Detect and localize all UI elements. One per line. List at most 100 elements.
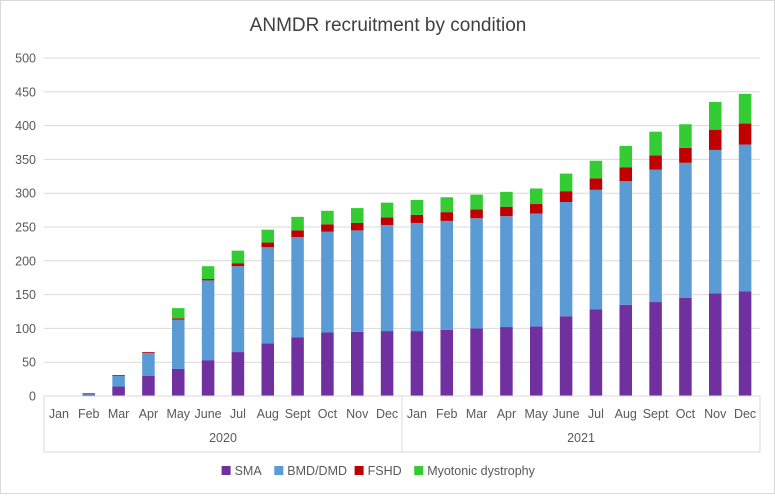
bar-bmd-dmd xyxy=(350,230,364,332)
bar-myotonic-dystrophy xyxy=(619,145,633,168)
bar-myotonic-dystrophy xyxy=(410,199,424,215)
x-tick-label: May xyxy=(524,407,548,421)
legend-label: SMA xyxy=(235,464,263,478)
x-tick-label: Mar xyxy=(108,407,130,421)
x-group-label: 2021 xyxy=(567,431,595,445)
bar-fshd xyxy=(738,123,752,145)
x-tick-label: June xyxy=(195,407,222,421)
bar-fshd xyxy=(410,214,424,223)
y-tick-label: 0 xyxy=(29,390,36,404)
bar-fshd xyxy=(470,209,483,219)
bar-fshd xyxy=(649,155,662,170)
x-tick-label: Apr xyxy=(497,407,516,421)
bar-sma xyxy=(708,293,722,396)
bar-bmd-dmd xyxy=(380,224,394,332)
legend-swatch xyxy=(414,466,424,475)
y-tick-label: 450 xyxy=(15,85,36,99)
x-tick-label: Dec xyxy=(376,407,398,421)
y-tick-label: 350 xyxy=(15,153,36,167)
bar-fshd xyxy=(500,206,513,217)
y-tick-label: 400 xyxy=(15,119,36,133)
legend-label: Myotonic dystrophy xyxy=(427,464,535,478)
bar-sma xyxy=(142,375,155,396)
legend: SMA BMD/DMD FSHD Myotonic dystrophy xyxy=(221,464,536,478)
bar-myotonic-dystrophy xyxy=(231,250,245,264)
bar-fshd xyxy=(529,204,543,214)
x-tick-label: Aug xyxy=(257,407,279,421)
y-tick-label: 50 xyxy=(22,356,36,370)
bar-myotonic-dystrophy xyxy=(171,308,185,319)
bar-fshd xyxy=(82,393,96,395)
bar-sma xyxy=(619,304,633,396)
bar-bmd-dmd xyxy=(619,181,633,305)
x-tick-label: Feb xyxy=(436,407,458,421)
bar-fshd xyxy=(589,178,603,190)
bar-bmd-dmd xyxy=(679,162,692,298)
bar-fshd xyxy=(380,217,394,225)
bar-sma xyxy=(112,386,125,396)
bar-myotonic-dystrophy xyxy=(738,93,752,124)
bar-myotonic-dystrophy xyxy=(559,173,573,192)
x-tick-label: Jul xyxy=(588,407,604,421)
bar-fshd xyxy=(350,222,364,231)
bar-myotonic-dystrophy xyxy=(649,131,662,156)
bar-fshd xyxy=(231,263,245,267)
bar-sma xyxy=(291,337,304,396)
x-tick-label: Sept xyxy=(285,407,311,421)
x-axis: Jan Feb Mar Apr May June Jul Aug Sept Oct Nov Dec Ja… xyxy=(43,395,761,453)
bar-sma xyxy=(231,352,245,396)
bar-myotonic-dystrophy xyxy=(500,191,513,207)
bar-bmd-dmd xyxy=(500,216,513,328)
bar-bmd-dmd xyxy=(440,220,454,330)
bar-fshd xyxy=(201,279,215,281)
y-tick-label: 100 xyxy=(15,322,36,336)
bar-bmd-dmd xyxy=(201,280,215,361)
bar-sma xyxy=(559,316,573,396)
x-tick-label: Oct xyxy=(318,407,338,421)
legend-swatch xyxy=(274,466,284,475)
bar-fshd xyxy=(708,129,722,150)
y-tick-label: 200 xyxy=(15,254,36,268)
bar-sma xyxy=(738,291,752,396)
bar-fshd xyxy=(619,167,633,182)
bar-sma xyxy=(589,309,603,396)
bar-bmd-dmd xyxy=(112,375,125,387)
bar-myotonic-dystrophy xyxy=(350,208,364,223)
bars xyxy=(82,93,752,396)
bar-sma xyxy=(529,326,543,396)
bar-bmd-dmd xyxy=(82,393,96,395)
bar-fshd xyxy=(679,147,692,163)
bar-sma xyxy=(171,368,185,396)
bar-fshd xyxy=(112,375,125,376)
legend-swatch xyxy=(221,466,231,475)
bar-sma xyxy=(470,328,483,396)
bar-fshd xyxy=(171,318,185,320)
bar-sma xyxy=(679,297,692,396)
bar-fshd xyxy=(559,191,573,202)
bar-myotonic-dystrophy xyxy=(291,216,304,231)
chart-title: ANMDR recruitment by condition xyxy=(250,15,527,36)
bar-fshd xyxy=(261,242,275,248)
x-group-label: 2020 xyxy=(209,431,237,445)
bar-bmd-dmd xyxy=(470,218,483,329)
bar-myotonic-dystrophy xyxy=(470,194,483,210)
bar-myotonic-dystrophy xyxy=(321,210,334,225)
bar-bmd-dmd xyxy=(261,247,275,344)
bar-sma xyxy=(350,331,364,396)
bar-sma xyxy=(410,331,424,396)
x-tick-label: May xyxy=(166,407,190,421)
x-tick-label: Sept xyxy=(643,407,669,421)
bar-myotonic-dystrophy xyxy=(201,266,215,280)
x-tick-label: Feb xyxy=(78,407,100,421)
bar-bmd-dmd xyxy=(231,266,245,353)
bar-myotonic-dystrophy xyxy=(261,229,275,243)
bar-bmd-dmd xyxy=(589,189,603,310)
x-tick-label: June xyxy=(553,407,580,421)
legend-swatch xyxy=(354,466,364,475)
bar-fshd xyxy=(291,230,304,238)
bar-sma xyxy=(82,394,96,396)
y-tick-label: 250 xyxy=(15,221,36,235)
bar-sma xyxy=(321,332,334,396)
